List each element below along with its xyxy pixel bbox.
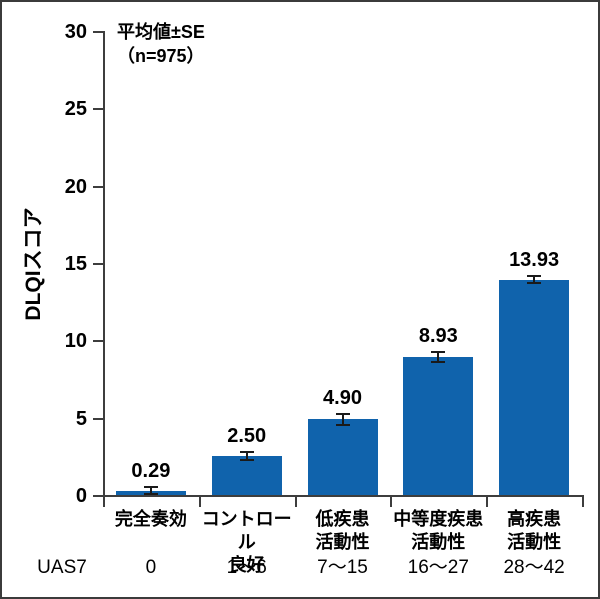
x-tick xyxy=(198,495,201,507)
error-bar-line xyxy=(533,275,536,284)
annotation-mean-se: 平均値±SE xyxy=(117,22,205,42)
category-label: コントロール 良好 xyxy=(201,509,292,575)
bar-value-label: 13.93 xyxy=(509,248,560,271)
uas7-value: 7〜15 xyxy=(317,557,368,578)
y-tick-label: 15 xyxy=(64,253,87,275)
y-tick xyxy=(93,185,103,188)
error-bar-cap-bottom xyxy=(239,459,254,462)
x-tick xyxy=(582,495,584,507)
bar-value-label: 2.50 xyxy=(227,425,267,448)
y-tick-label: 30 xyxy=(64,21,87,43)
error-bar-cap-top xyxy=(335,412,350,415)
x-axis-line xyxy=(103,495,584,497)
bar xyxy=(403,356,474,495)
error-bar-line xyxy=(341,413,344,425)
y-tick xyxy=(93,495,103,497)
category-label: 高疾患 活動性 xyxy=(507,509,562,552)
bar xyxy=(211,456,282,495)
bar xyxy=(307,419,378,495)
annotation-sample-size: （n=975） xyxy=(117,46,205,66)
y-tick xyxy=(93,340,103,343)
error-bar-cap-top xyxy=(143,486,158,489)
bar xyxy=(499,279,570,495)
bar-value-label: 4.90 xyxy=(323,386,362,409)
y-axis-line xyxy=(103,31,105,497)
x-tick xyxy=(103,495,105,507)
bar-value-label: 8.93 xyxy=(418,325,458,348)
uas7-row-label: UAS7 xyxy=(37,557,87,578)
error-bar-line xyxy=(437,352,440,362)
y-tick xyxy=(93,417,103,420)
y-tick xyxy=(93,108,103,111)
chart-annotation: 平均値±SE （n=975） xyxy=(117,20,205,68)
error-bar-cap-bottom xyxy=(335,423,350,426)
y-tick-label: 5 xyxy=(75,407,87,430)
x-tick xyxy=(390,495,393,507)
category-label: 低疾患 活動性 xyxy=(315,509,370,552)
error-bar-line xyxy=(245,452,248,461)
y-tick-label: 25 xyxy=(64,98,87,121)
error-bar-cap-bottom xyxy=(431,360,446,363)
category-label: 中等度疾患 活動性 xyxy=(393,509,484,552)
x-tick xyxy=(486,495,489,507)
x-tick xyxy=(294,495,297,507)
uas7-value: 28〜42 xyxy=(503,557,565,578)
y-tick xyxy=(93,263,103,265)
error-bar-cap-bottom xyxy=(527,282,542,285)
error-bar-cap-bottom xyxy=(143,492,158,495)
uas7-value: 1〜6 xyxy=(226,557,267,578)
bar-value-label: 0.29 xyxy=(131,460,171,483)
category-label: 完全奏効 xyxy=(114,509,187,529)
y-tick-label: 0 xyxy=(75,485,87,507)
error-bar-cap-top xyxy=(431,351,446,354)
uas7-value: 16〜27 xyxy=(407,557,469,578)
uas7-value: 0 xyxy=(145,557,157,578)
y-tick-label: 10 xyxy=(64,330,87,353)
error-bar-cap-top xyxy=(527,274,542,277)
error-bar-line xyxy=(149,487,152,494)
y-tick xyxy=(93,31,103,33)
error-bar-cap-top xyxy=(239,451,254,454)
y-tick-label: 20 xyxy=(64,175,87,198)
